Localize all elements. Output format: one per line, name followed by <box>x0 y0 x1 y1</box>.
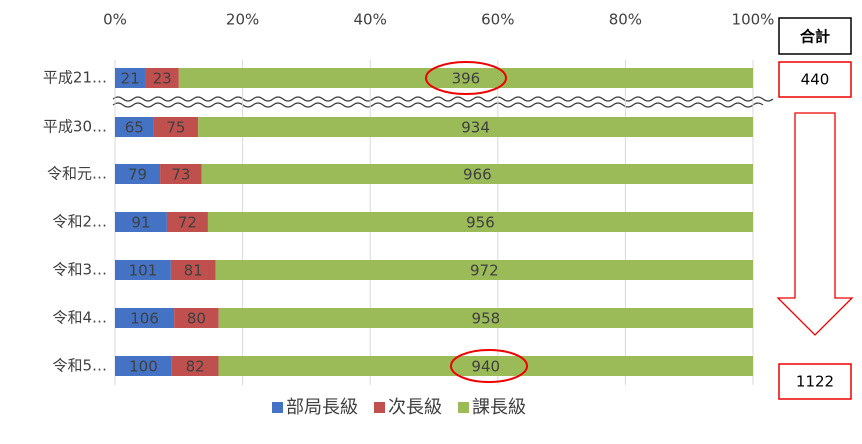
bar-segment <box>170 260 216 280</box>
y-tick-label: 令和2… <box>52 213 107 231</box>
data-label: 72 <box>178 214 197 232</box>
data-label: 91 <box>131 214 150 232</box>
y-tick-label: 平成21… <box>43 69 107 87</box>
data-label: 82 <box>186 358 205 376</box>
totals-header-box <box>778 17 852 55</box>
x-tick-label: 0% <box>103 11 127 29</box>
legend-swatch <box>458 402 469 413</box>
legend-swatch <box>374 402 385 413</box>
data-label: 73 <box>171 166 190 184</box>
data-label: 972 <box>470 262 499 280</box>
bar-segment <box>166 212 208 232</box>
x-tick-label: 80% <box>609 11 642 29</box>
data-label: 23 <box>153 70 172 88</box>
y-tick-label: 令和3… <box>52 261 107 279</box>
data-label: 958 <box>472 310 501 328</box>
bar-segment <box>218 308 753 328</box>
x-tick-label: 60% <box>481 11 514 29</box>
data-label: 75 <box>166 119 185 137</box>
bar-segment <box>115 260 171 280</box>
bar-segment <box>171 356 219 376</box>
bar-segment <box>115 117 154 137</box>
data-label: 966 <box>463 166 492 184</box>
arrow <box>776 112 854 336</box>
data-label: 934 <box>461 119 490 137</box>
x-tick-label: 40% <box>354 11 387 29</box>
legend-label: 次長級 <box>388 397 442 418</box>
bar-segment <box>115 308 175 328</box>
y-tick-label: 令和元… <box>47 165 107 183</box>
bar-segment <box>215 260 753 280</box>
x-tick-label: 20% <box>226 11 259 29</box>
data-label: 106 <box>130 310 159 328</box>
data-label: 100 <box>129 358 158 376</box>
bar-segment <box>178 68 754 88</box>
bar-segment <box>115 68 146 88</box>
highlight <box>425 61 507 95</box>
data-label: 101 <box>129 262 158 280</box>
highlight <box>450 349 528 383</box>
data-label: 396 <box>452 70 481 88</box>
legend-label: 部局長級 <box>286 397 358 418</box>
legend-label: 課長級 <box>472 397 526 418</box>
data-label: 79 <box>128 166 147 184</box>
bar-segment <box>115 356 172 376</box>
data-label: 81 <box>184 262 203 280</box>
legend-swatch <box>272 402 283 413</box>
bar-segment <box>198 117 753 137</box>
bar-segment <box>115 164 161 184</box>
bar-segment <box>174 308 219 328</box>
y-tick-label: 令和4… <box>52 309 107 327</box>
data-label: 80 <box>187 310 206 328</box>
data-label: 940 <box>471 358 500 376</box>
data-label: 21 <box>121 70 140 88</box>
total-label: 440 <box>801 71 830 89</box>
total-label: 1122 <box>796 373 834 391</box>
bar-segment <box>145 68 179 88</box>
y-tick-label: 平成30… <box>43 118 107 136</box>
x-tick-label: 100% <box>732 11 775 29</box>
bar-segment <box>218 356 754 376</box>
total-box <box>778 61 852 98</box>
bar-segment <box>207 212 754 232</box>
y-tick-label: 令和5… <box>52 357 107 375</box>
totals-header: 合計 <box>799 28 830 46</box>
total-box <box>778 363 852 400</box>
bar-segment <box>201 164 753 184</box>
data-label: 956 <box>466 214 495 232</box>
bar-segment <box>160 164 202 184</box>
data-label: 65 <box>125 119 144 137</box>
bar-segment <box>115 212 167 232</box>
axis-break <box>112 96 774 108</box>
bar-segment <box>153 117 199 137</box>
